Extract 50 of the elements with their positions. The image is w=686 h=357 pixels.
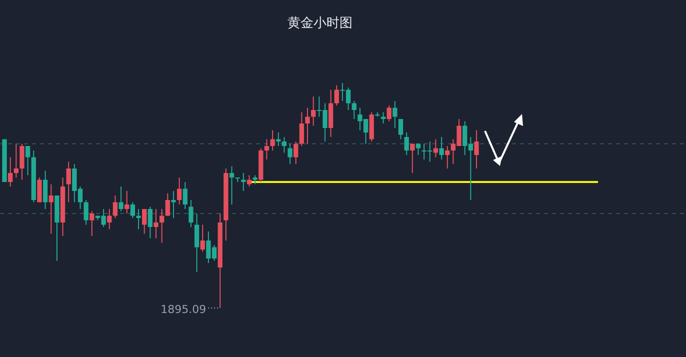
candlestick: [90, 210, 94, 236]
candlestick: [188, 200, 194, 228]
candlestick: [294, 141, 298, 164]
candlestick: [410, 143, 415, 174]
candlestick: [176, 177, 182, 205]
candlestick: [14, 143, 18, 178]
candlestick: [48, 184, 54, 234]
candlestick: [42, 170, 48, 210]
candlestick: [118, 186, 124, 212]
candlestick: [433, 138, 438, 158]
candlestick: [182, 182, 188, 210]
candlestick: [154, 208, 158, 239]
candlestick: [194, 213, 200, 272]
candlestick: [25, 146, 30, 176]
candlestick: [160, 208, 164, 244]
candlestick: [270, 130, 275, 151]
candlestick: [386, 105, 392, 122]
candlestick: [171, 190, 176, 218]
candlestick: [112, 195, 118, 218]
candlestick: [282, 136, 287, 154]
candlestick: [8, 156, 13, 187]
candlestick: [148, 206, 153, 239]
candlestick: [229, 166, 234, 205]
candlestick: [474, 130, 479, 169]
candlestick: [136, 208, 141, 230]
candlestick: [288, 143, 292, 164]
candlestick: [165, 192, 170, 216]
candlestick: [84, 200, 88, 226]
candlestick: [200, 224, 205, 252]
candlestick: [246, 174, 252, 187]
candlestick: [311, 96, 316, 126]
candlestick: [352, 100, 356, 120]
chart-title: 黄金小时图: [288, 16, 352, 31]
candlestick: [404, 132, 409, 156]
candlestick: [66, 161, 71, 203]
candlestick: [142, 208, 147, 234]
candlestick: [107, 208, 112, 230]
candlestick: [439, 136, 444, 160]
candlestick: [37, 177, 42, 203]
candlestick: [299, 112, 304, 146]
candlestick: [392, 100, 398, 128]
candlestick: [124, 190, 130, 214]
annotation: 1895.09: [160, 303, 206, 316]
candlestick: [334, 84, 339, 106]
candlestick: [445, 146, 450, 169]
candlestick: [398, 118, 404, 140]
candlestick: [305, 107, 310, 144]
candlestick: [264, 138, 270, 160]
candlestick: [130, 202, 136, 218]
candlestick: [20, 143, 24, 180]
